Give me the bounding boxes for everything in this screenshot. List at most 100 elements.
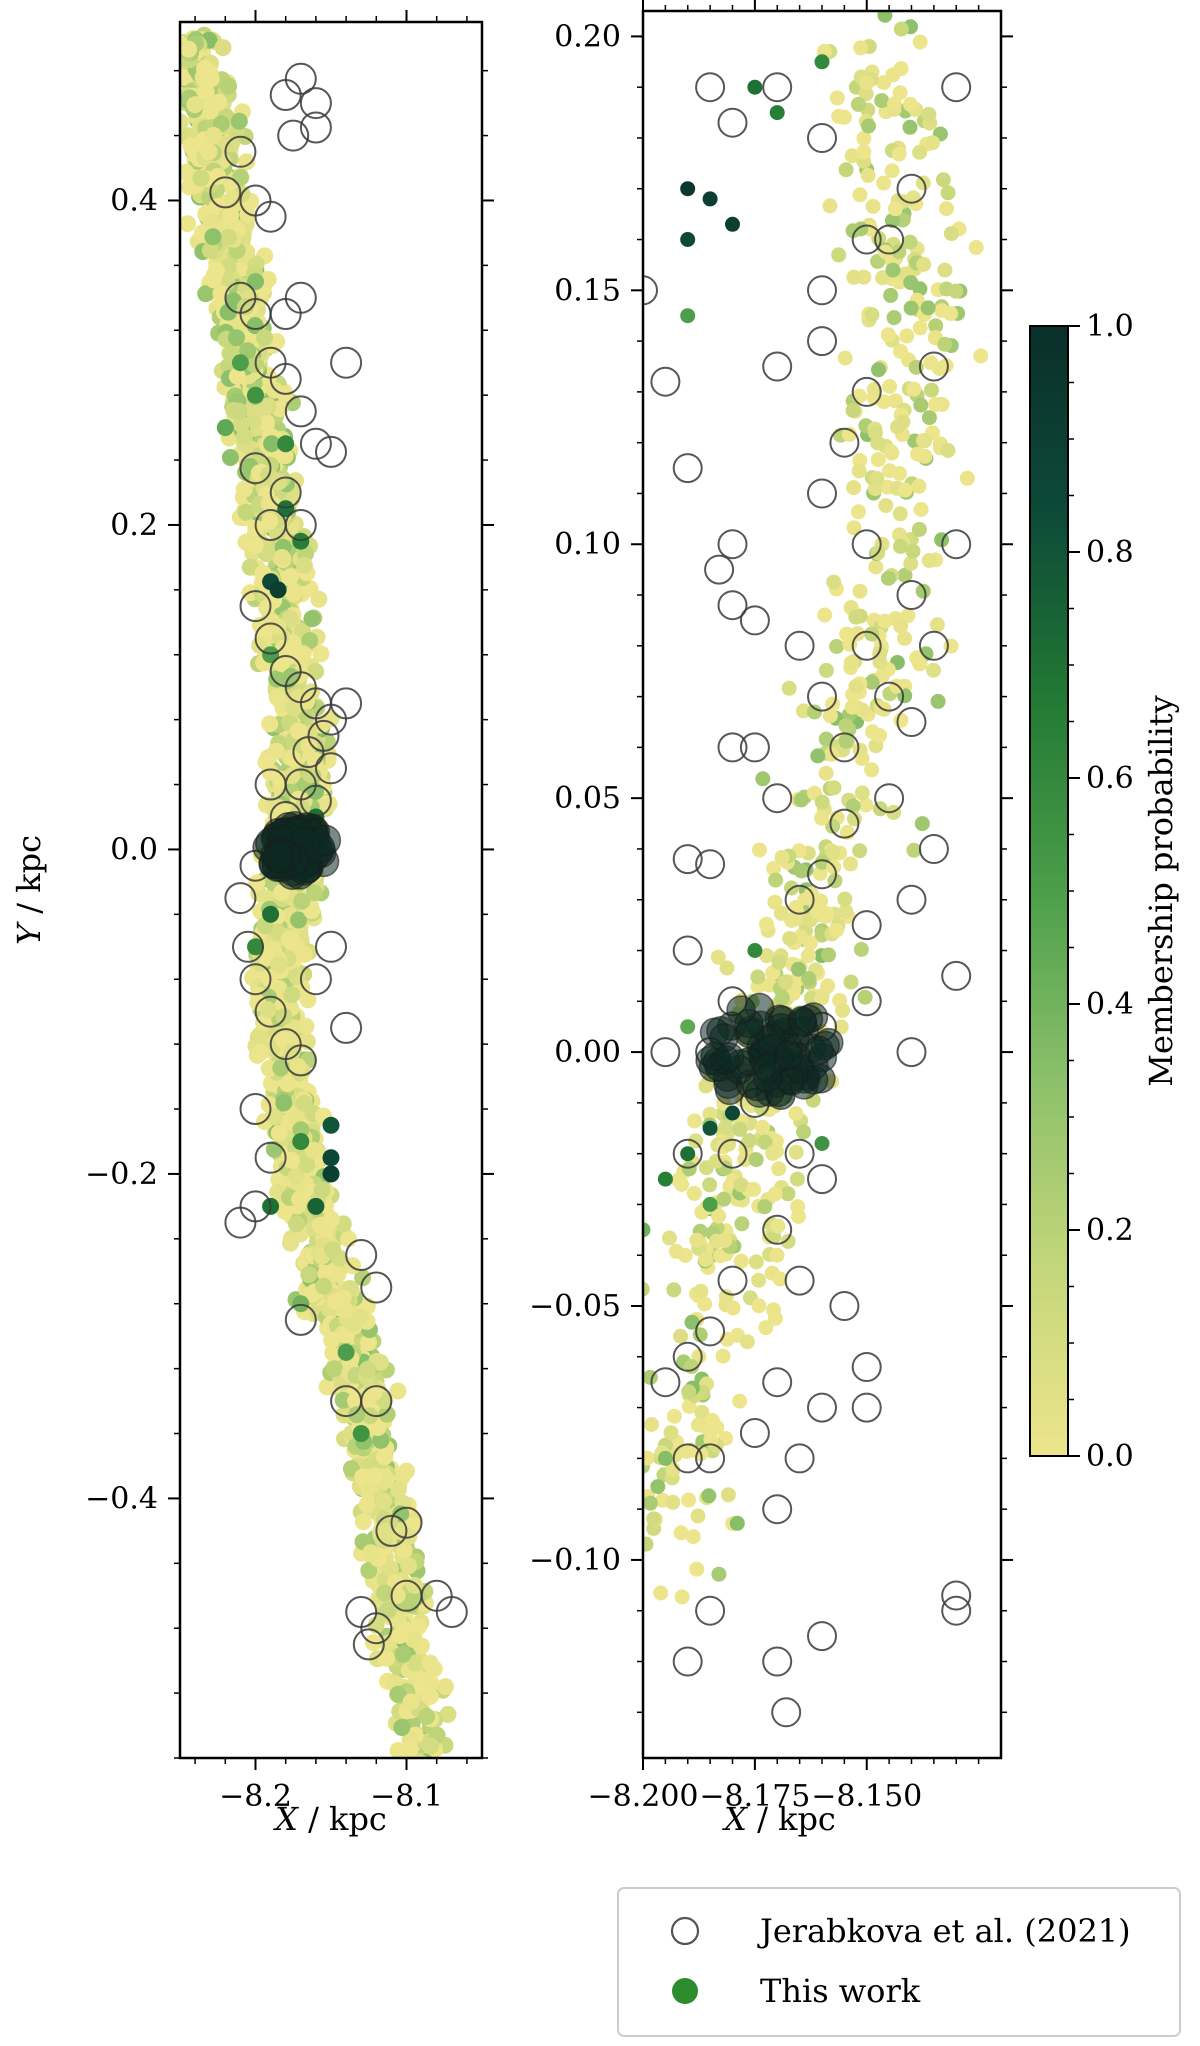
- jerabkova-star-point: [345, 1239, 378, 1271]
- jerabkova-star-point: [896, 884, 927, 915]
- background-star-point: [913, 502, 929, 517]
- colorbar: 0.0 0.2 0.4 0.6 0.8 1.0 Membership probabilit…: [1029, 309, 1180, 1474]
- jerabkova-star-point: [771, 1697, 802, 1728]
- background-star-point: [892, 506, 908, 522]
- background-star-point: [853, 221, 869, 237]
- background-star-point: [261, 512, 279, 530]
- jerabkova-star-point: [284, 1303, 317, 1336]
- background-star-point: [437, 1678, 454, 1695]
- background-star-point: [872, 646, 888, 662]
- background-star-point: [928, 397, 944, 412]
- jerabkova-star-point: [284, 1044, 317, 1077]
- background-star-point: [916, 433, 931, 449]
- background-star-point: [391, 1627, 409, 1644]
- right-panel: −8.200 −8.175 −8.150 −0.10 −0.05 0.00 0.05 0.10…: [529, 0, 1013, 1838]
- jerabkova-star-point: [941, 72, 972, 103]
- jerabkova-star-point: [269, 476, 302, 509]
- background-star-point: [715, 1348, 731, 1364]
- jerabkova-star-point: [807, 859, 837, 890]
- background-star-point: [751, 1298, 767, 1314]
- background-star-point: [257, 413, 275, 431]
- background-star-point: [906, 381, 922, 397]
- background-star-point: [202, 212, 220, 230]
- background-star-point: [674, 1177, 690, 1192]
- jerabkova-star-point: [239, 590, 272, 623]
- background-star-point: [814, 990, 830, 1006]
- background-star-point: [835, 1003, 851, 1018]
- colorbar-tick-label: 0.0: [1086, 1439, 1134, 1474]
- background-star-point: [881, 570, 896, 586]
- background-star-point: [406, 1654, 424, 1672]
- background-star-point: [362, 1544, 380, 1562]
- background-star-point: [872, 728, 888, 743]
- background-star-point: [711, 1208, 727, 1224]
- background-star-point: [923, 355, 939, 371]
- member-star-point: [680, 1146, 696, 1162]
- core-star-point: [804, 1035, 834, 1065]
- background-star-point: [858, 86, 874, 102]
- jerabkova-star-point: [739, 1418, 770, 1448]
- background-star-point: [376, 1448, 394, 1466]
- background-star-point: [290, 911, 308, 929]
- legend-jerabkova-label: Jerabkova et al. (2021): [757, 1912, 1131, 1950]
- jerabkova-star-point: [695, 849, 726, 880]
- background-star-point: [921, 106, 937, 122]
- jerabkova-star-point: [784, 630, 815, 661]
- background-star-point: [313, 1181, 331, 1199]
- background-star-point: [959, 470, 975, 486]
- y-tick-label: −0.4: [85, 1481, 158, 1516]
- background-star-point: [893, 712, 909, 728]
- background-star-point: [237, 503, 255, 521]
- jerabkova-star-point: [269, 298, 302, 330]
- background-star-point: [903, 556, 919, 571]
- background-star-point: [897, 567, 913, 583]
- background-star-point: [937, 336, 953, 352]
- jerabkova-star-point: [851, 224, 882, 255]
- background-star-point: [759, 948, 775, 964]
- background-star-point: [324, 1241, 342, 1259]
- jerabkova-star-point: [695, 1595, 726, 1626]
- background-star-point: [884, 163, 900, 179]
- background-star-point: [892, 466, 907, 481]
- background-star-point: [935, 172, 951, 188]
- background-star-point: [219, 228, 237, 246]
- background-star-point: [260, 543, 278, 561]
- background-star-point: [895, 414, 911, 430]
- background-star-point: [864, 626, 880, 642]
- jerabkova-star-point: [717, 590, 748, 621]
- jerabkova-star-point: [672, 453, 703, 484]
- background-star-point: [788, 1106, 804, 1121]
- background-star-point: [768, 872, 784, 888]
- background-star-point: [275, 1094, 293, 1112]
- background-star-point: [644, 1417, 660, 1432]
- background-star-point: [829, 922, 845, 938]
- background-star-point: [418, 1708, 436, 1725]
- colorbar-tick-label: 0.8: [1086, 535, 1134, 570]
- jerabkova-star-point: [254, 622, 287, 655]
- background-star-point: [690, 1508, 706, 1524]
- jerabkova-star-point: [851, 1352, 882, 1382]
- jerabkova-star-point: [851, 986, 882, 1017]
- background-star-point: [814, 794, 830, 810]
- member-star-point: [262, 905, 280, 923]
- background-star-point: [817, 607, 833, 623]
- core-star-point: [262, 841, 295, 874]
- jerabkova-star-point: [896, 707, 927, 737]
- jerabkova-star-point: [851, 910, 882, 941]
- x-tick-label: −8.1: [370, 1779, 443, 1814]
- member-star-point: [702, 1196, 718, 1212]
- background-star-point: [810, 748, 826, 764]
- background-star-point: [748, 1254, 764, 1270]
- background-star-point: [304, 1141, 322, 1159]
- background-star-point: [646, 1511, 662, 1527]
- background-star-point: [375, 1492, 393, 1510]
- y-tick-label: 0.10: [554, 527, 621, 562]
- background-star-point: [643, 1536, 654, 1552]
- background-star-point: [354, 1468, 372, 1486]
- jerabkova-star-point: [784, 1138, 815, 1169]
- jerabkova-star-point: [896, 580, 927, 610]
- background-star-point: [214, 39, 232, 57]
- background-star-point: [297, 1017, 315, 1035]
- background-star-point: [914, 816, 930, 832]
- jerabkova-star-point: [232, 930, 264, 963]
